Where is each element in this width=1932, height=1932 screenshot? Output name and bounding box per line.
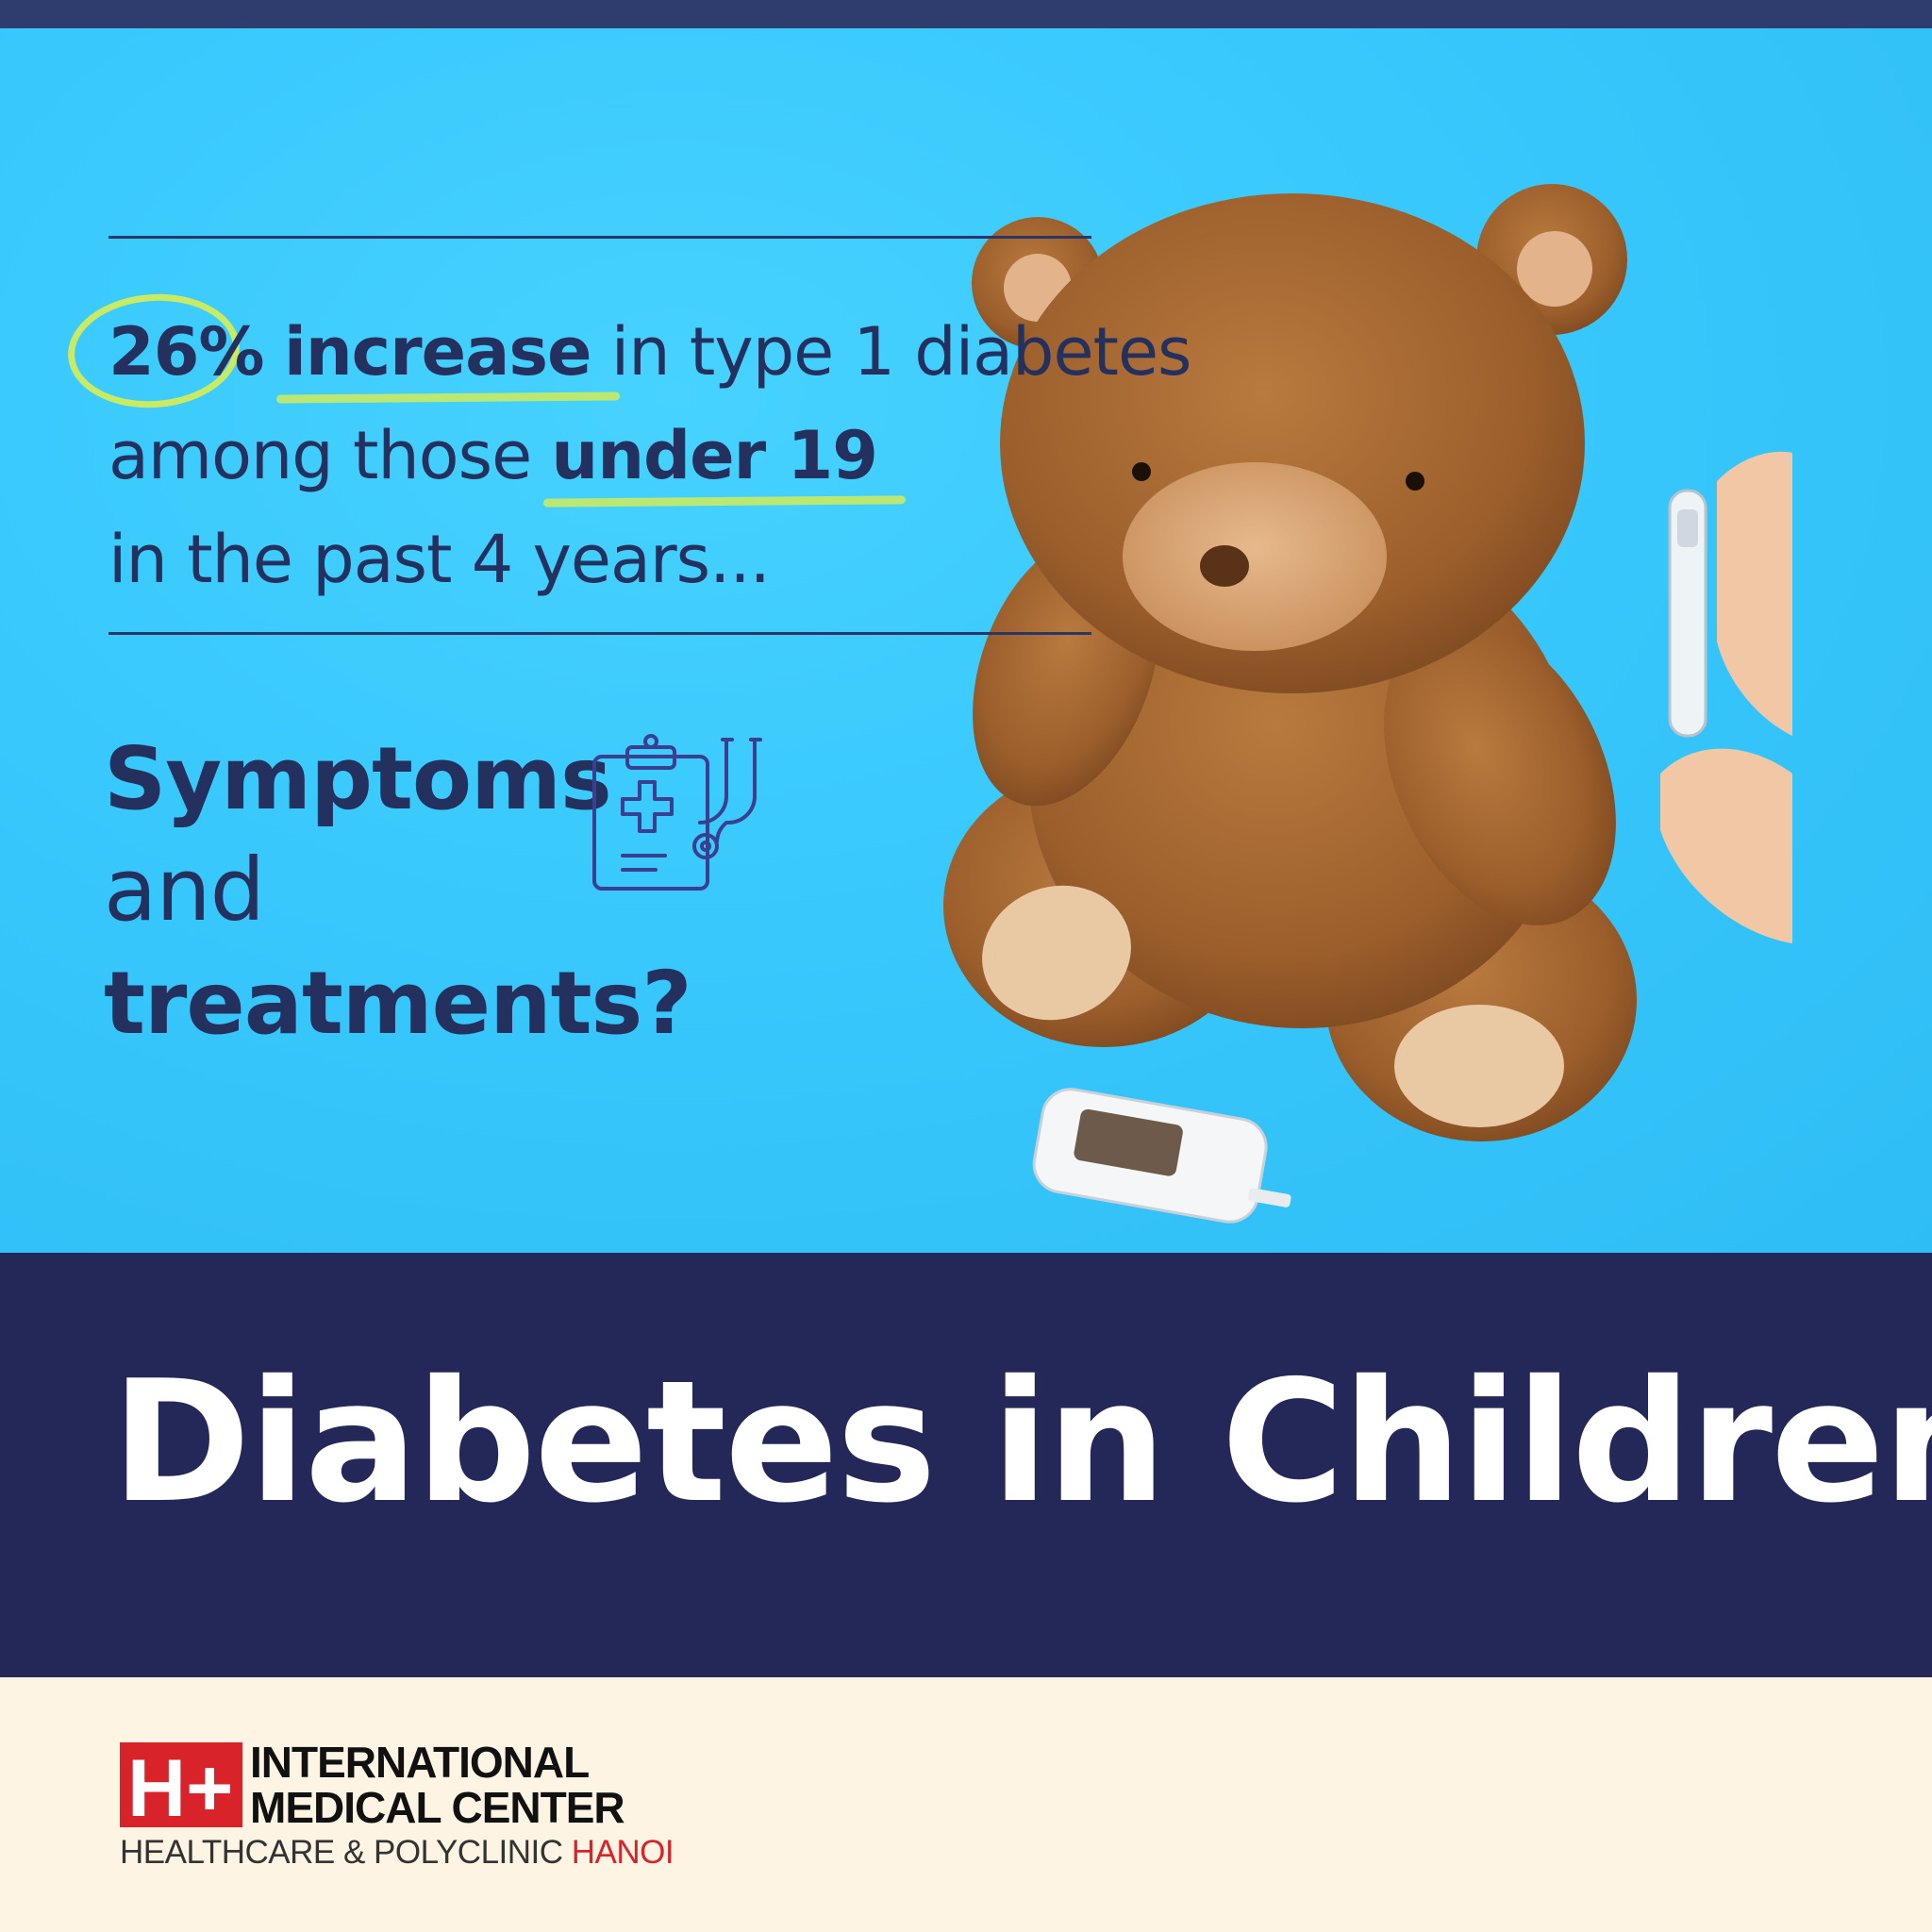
logo-subtitle-main: HEALTHCARE & POLYCLINIC [120,1834,572,1871]
footer [0,1677,1932,1932]
top-strip [0,0,1932,28]
stat-increase: increase [283,313,592,391]
clipboard-stethoscope-icon [592,734,762,891]
hplus-logo-icon: H+ [120,1742,242,1827]
stat-line-3: in the past 4 years... [108,521,771,598]
hero-section [0,28,1932,1253]
stat-under-19: under 19 [551,417,878,494]
logo-subtitle-city: HANOI [571,1834,675,1871]
stat-line-2-pre: among those [108,417,552,494]
stat-rest: in type 1 diabetes [591,313,1192,391]
teddy-bear-photo [943,184,1792,1224]
stat-percent: 26% [108,313,265,391]
question-treatments: treatments? [104,953,692,1054]
title-band [0,1253,1932,1677]
bottom-divider [108,632,1091,635]
stat-line-2: among those under 19 [108,417,878,494]
logo-line-1: INTERNATIONAL [250,1738,590,1787]
stat-line-1: 26% increase in type 1 diabetes [108,313,1192,391]
top-divider [108,236,1091,239]
question-and: and [104,840,265,941]
logo-subtitle: HEALTHCARE & POLYCLINIC HANOI [120,1834,675,1871]
logo-line-2: MEDICAL CENTER [250,1783,625,1832]
logo-mark: H+ [127,1743,233,1827]
page-title: Diabetes in Children [111,1344,1932,1540]
question-symptoms: Symptoms [104,728,612,829]
